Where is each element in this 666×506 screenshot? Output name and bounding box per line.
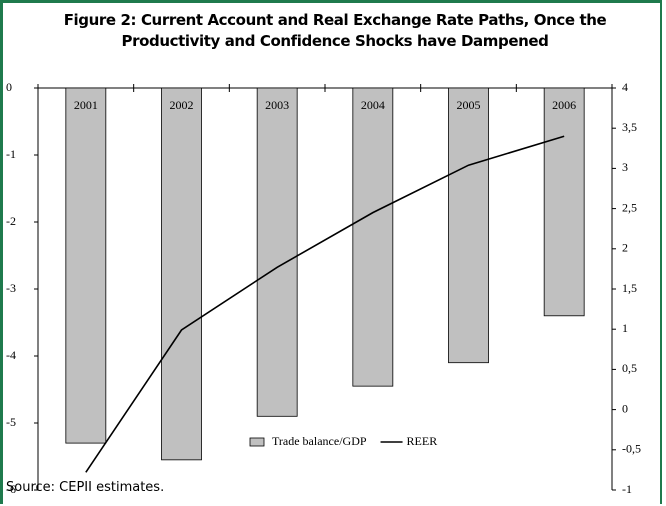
y2-tick-label: 2,5	[622, 200, 637, 214]
y-tick-label: -2	[6, 214, 16, 228]
y2-tick-label: 2	[622, 241, 628, 255]
x-tick-label: 2003	[265, 98, 289, 112]
x-tick-label: 2006	[552, 98, 576, 112]
y2-tick-label: 1	[622, 321, 628, 335]
x-tick-label: 2002	[170, 98, 194, 112]
chart-title: Figure 2: Current Account and Real Excha…	[63, 11, 607, 50]
line	[85, 135, 565, 473]
source-note: Source: CEPII estimates.	[6, 480, 165, 495]
legend-label: REER	[407, 434, 438, 448]
x-tick-label: 2001	[74, 98, 98, 112]
y2-tick-label: 4	[622, 80, 628, 94]
legend-label: Trade balance/GDP	[272, 434, 367, 448]
x-tick-label: 2005	[457, 98, 481, 112]
bar	[256, 87, 298, 417]
y2-tick-label: 1,5	[622, 281, 637, 295]
bar	[543, 87, 585, 317]
y2-tick-label: -1	[622, 482, 632, 496]
legend-swatch	[249, 437, 265, 447]
bar	[65, 87, 107, 444]
y-tick-label: 0	[6, 80, 12, 94]
y-tick-label: -4	[6, 348, 16, 362]
y2-tick-label: 0,5	[622, 361, 637, 375]
y2-tick-label: -0,5	[622, 442, 641, 456]
y-tick-label: -3	[6, 281, 16, 295]
y-tick-label: -6	[6, 482, 16, 496]
y-tick-label: -1	[6, 147, 16, 161]
y2-tick-label: 3	[622, 160, 628, 174]
y-tick-label: -5	[6, 415, 16, 429]
y2-tick-label: 0	[622, 401, 628, 415]
y2-tick-label: 3,5	[622, 120, 637, 134]
bar	[352, 87, 394, 387]
bar	[161, 87, 202, 461]
bar	[448, 87, 489, 364]
x-tick-label: 2004	[361, 98, 385, 112]
